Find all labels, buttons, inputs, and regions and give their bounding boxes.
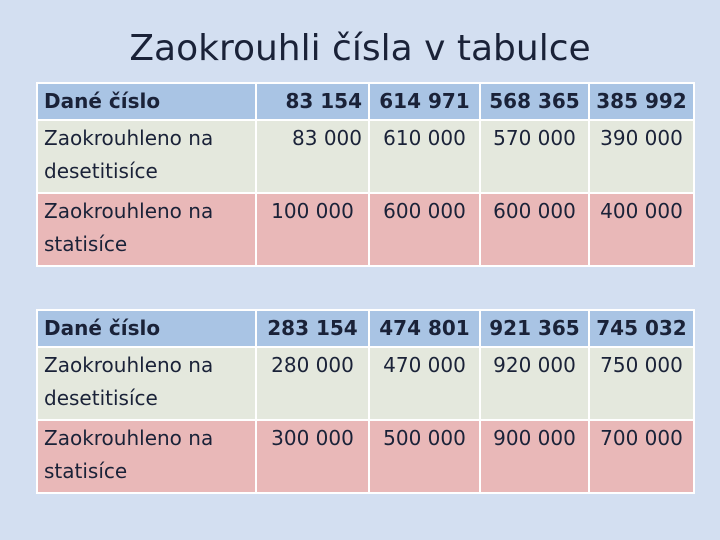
page-title: Zaokrouhli čísla v tabulce (129, 28, 591, 69)
row-label: Zaokrouhleno na statisíce (36, 419, 257, 494)
value-cell: 568 365 (479, 82, 590, 121)
value-cell: 390 000 (588, 119, 695, 194)
value-cell: 700 000 (588, 419, 695, 494)
value-cell: 283 154 (255, 309, 370, 348)
row-label: Zaokrouhleno na desetitisíce (36, 119, 257, 194)
value-cell: 83 154 (255, 82, 370, 121)
value-cell: 400 000 (588, 192, 695, 267)
row-label: Dané číslo (36, 82, 257, 121)
table-row-given-number: Dané číslo 283 154 474 801 921 365 745 0… (36, 309, 695, 348)
value-cell: 83 000 (255, 119, 370, 194)
value-cell: 900 000 (479, 419, 590, 494)
value-cell: 385 992 (588, 82, 695, 121)
value-cell: 750 000 (588, 346, 695, 421)
value-cell: 614 971 (368, 82, 481, 121)
rounding-table-1: Dané číslo 83 154 614 971 568 365 385 99… (36, 82, 695, 267)
value-cell: 470 000 (368, 346, 481, 421)
value-cell: 100 000 (255, 192, 370, 267)
value-cell: 745 032 (588, 309, 695, 348)
row-label: Dané číslo (36, 309, 257, 348)
table-row-tens-thousands: Zaokrouhleno na desetitisíce 280 000 470… (36, 346, 695, 421)
value-cell: 921 365 (479, 309, 590, 348)
value-cell: 570 000 (479, 119, 590, 194)
table-row-hundreds-thousands: Zaokrouhleno na statisíce 100 000 600 00… (36, 192, 695, 267)
value-cell: 300 000 (255, 419, 370, 494)
value-cell: 280 000 (255, 346, 370, 421)
value-cell: 610 000 (368, 119, 481, 194)
value-cell: 920 000 (479, 346, 590, 421)
rounding-table-2: Dané číslo 283 154 474 801 921 365 745 0… (36, 309, 695, 494)
table-row-hundreds-thousands: Zaokrouhleno na statisíce 300 000 500 00… (36, 419, 695, 494)
row-label: Zaokrouhleno na statisíce (36, 192, 257, 267)
row-label: Zaokrouhleno na desetitisíce (36, 346, 257, 421)
value-cell: 600 000 (479, 192, 590, 267)
value-cell: 474 801 (368, 309, 481, 348)
value-cell: 500 000 (368, 419, 481, 494)
value-cell: 600 000 (368, 192, 481, 267)
table-row-given-number: Dané číslo 83 154 614 971 568 365 385 99… (36, 82, 695, 121)
table-row-tens-thousands: Zaokrouhleno na desetitisíce 83 000 610 … (36, 119, 695, 194)
